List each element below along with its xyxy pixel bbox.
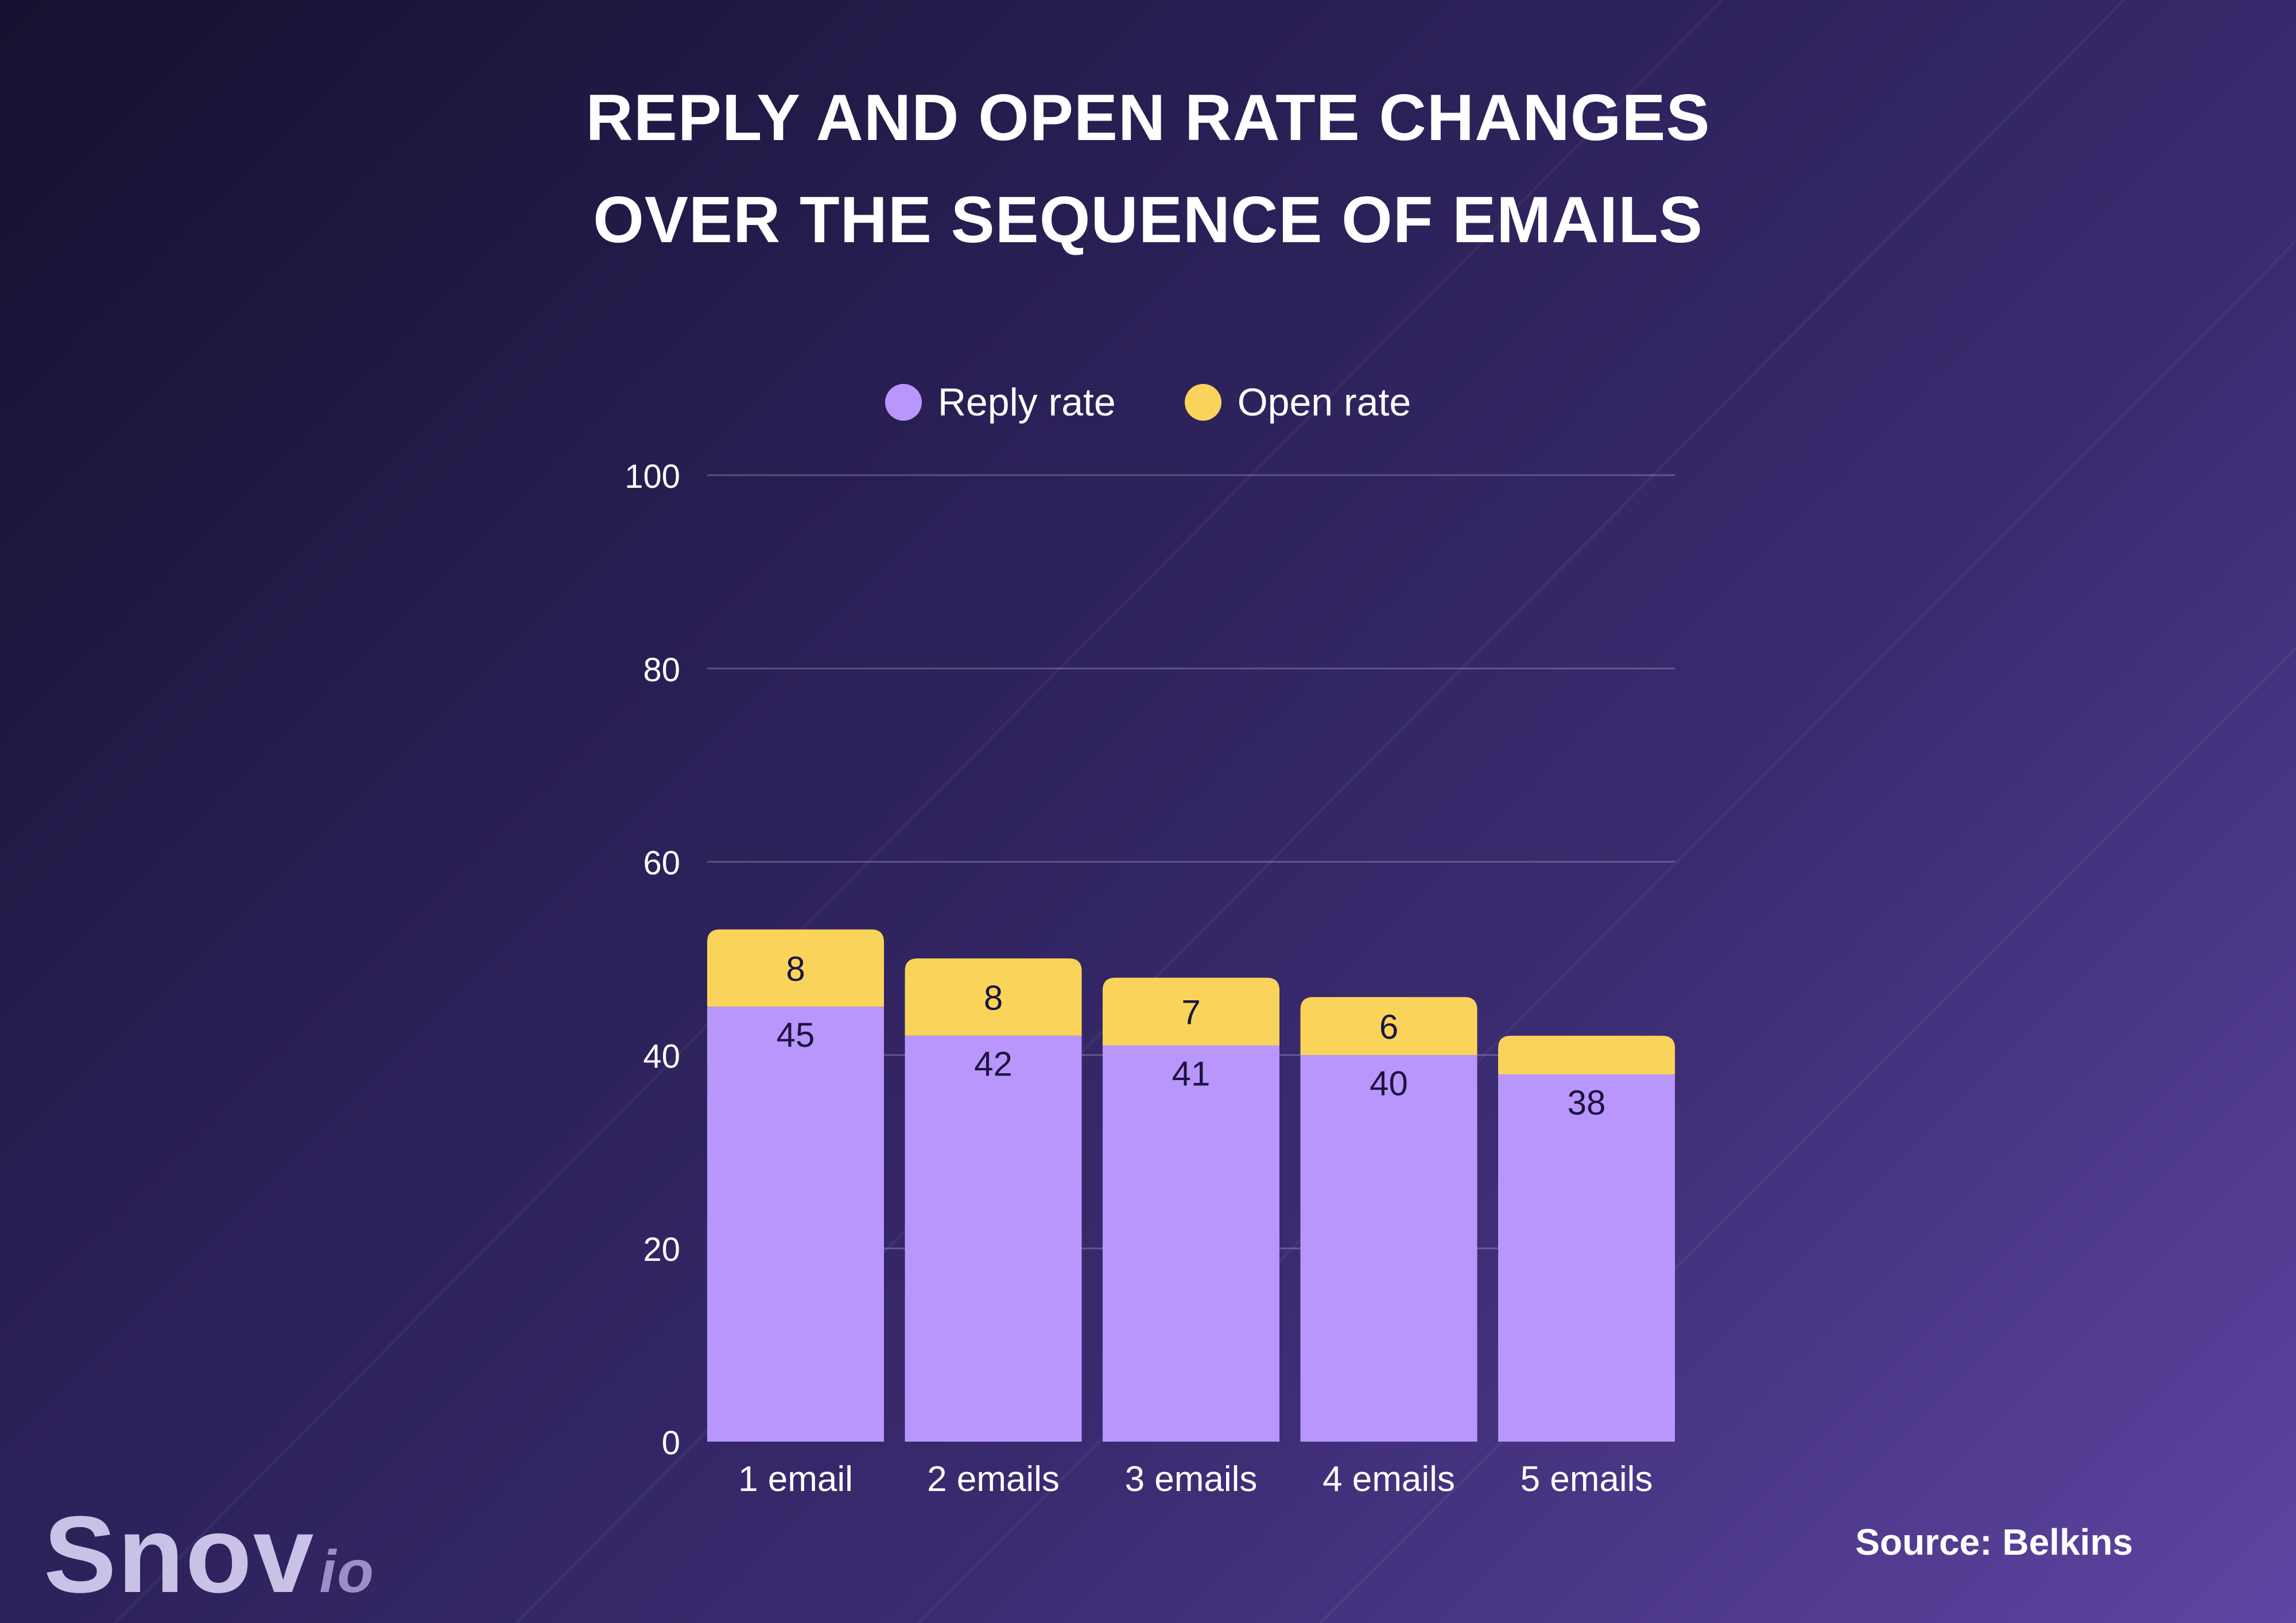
x-tick-label-2: 2 emails <box>927 1459 1060 1499</box>
x-tick-label-4: 4 emails <box>1322 1459 1455 1499</box>
data-label-open-rate-1: 8 <box>786 950 805 988</box>
data-label-reply-rate-2: 42 <box>974 1045 1013 1084</box>
data-label-open-rate-4: 6 <box>1379 1008 1398 1046</box>
y-tick-label-80: 80 <box>643 651 680 689</box>
y-tick-label-60: 60 <box>643 845 680 882</box>
legend-item-reply-rate: Reply rate <box>885 380 1116 425</box>
bar-reply-rate-3 <box>1103 1045 1279 1442</box>
x-tick-label-1: 1 email <box>738 1459 853 1499</box>
legend-item-open-rate: Open rate <box>1184 380 1411 425</box>
legend-swatch-open-rate <box>1184 384 1221 421</box>
y-tick-label-0: 0 <box>662 1424 680 1462</box>
logo-main-text: Snov <box>44 1494 315 1616</box>
data-label-open-rate-3: 7 <box>1181 993 1200 1032</box>
data-label-reply-rate-4: 40 <box>1370 1064 1408 1102</box>
data-label-open-rate-2: 8 <box>984 979 1003 1017</box>
chart-title-line-2: OVER THE SEQUENCE OF EMAILS <box>593 184 1703 257</box>
legend-label-reply-rate: Reply rate <box>937 380 1116 424</box>
y-tick-label-100: 100 <box>625 458 680 495</box>
bar-open-rate-3 <box>1103 977 1279 1046</box>
chart-legend: Reply rate Open rate <box>0 380 2296 425</box>
legend-swatch-reply-rate <box>885 384 922 421</box>
bar-open-rate-1 <box>707 929 884 1007</box>
y-tick-label-40: 40 <box>643 1038 680 1075</box>
y-tick-label-20: 20 <box>643 1231 680 1268</box>
data-label-reply-rate-5: 38 <box>1568 1084 1606 1122</box>
data-label-reply-rate-1: 45 <box>777 1016 815 1054</box>
x-tick-label-3: 3 emails <box>1125 1459 1258 1499</box>
bar-reply-rate-1 <box>707 1007 884 1442</box>
bar-reply-rate-5 <box>1498 1074 1675 1442</box>
source-credit: Source: Belkins <box>1855 1521 2133 1563</box>
x-tick-label-5: 5 emails <box>1521 1459 1653 1499</box>
bar-open-rate-5 <box>1498 1035 1675 1075</box>
chart-title-line-1: REPLY AND OPEN RATE CHANGES <box>585 81 1711 154</box>
bar-open-rate-4 <box>1300 997 1477 1055</box>
bar-reply-rate-4 <box>1300 1055 1477 1442</box>
data-label-reply-rate-3: 41 <box>1172 1055 1211 1093</box>
legend-label-open-rate: Open rate <box>1237 380 1411 424</box>
bar-reply-rate-2 <box>905 1035 1082 1442</box>
snovio-logo: Snovio <box>44 1492 375 1617</box>
bar-open-rate-2 <box>905 958 1082 1036</box>
logo-suffix-text: io <box>319 1539 375 1605</box>
